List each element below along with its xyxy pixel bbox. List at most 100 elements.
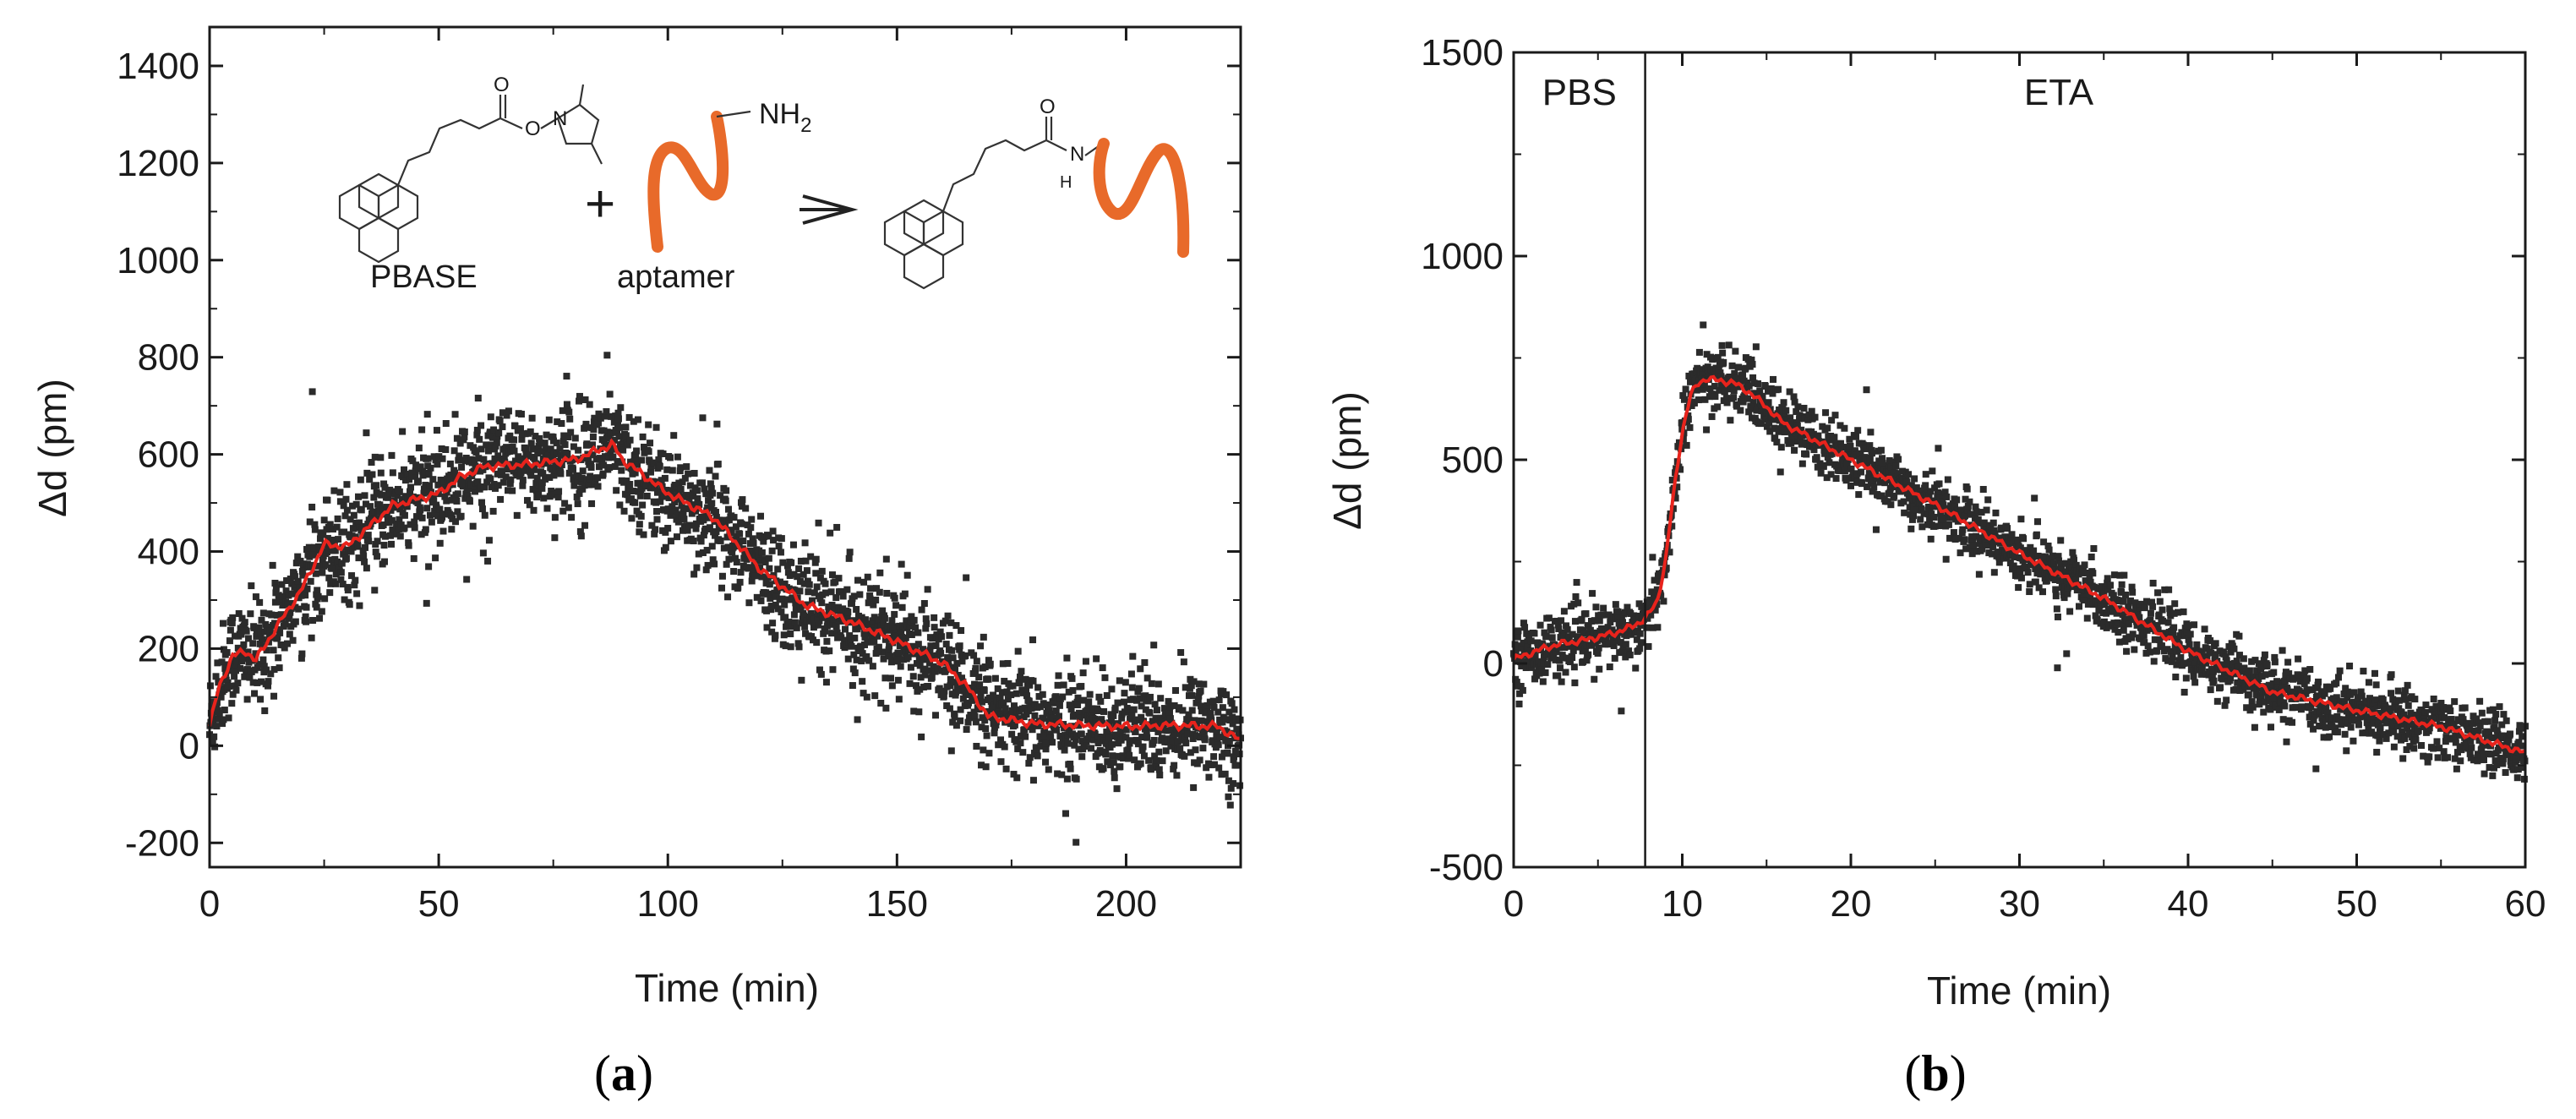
data-point: [1580, 630, 1588, 637]
data-point: [628, 465, 636, 472]
data-point: [732, 523, 740, 531]
data-point: [1970, 542, 1978, 549]
data-point: [1865, 470, 1873, 478]
data-point: [388, 516, 396, 524]
data-point: [1927, 535, 1935, 543]
data-point: [1560, 608, 1568, 615]
data-point: [1138, 734, 1146, 741]
pbase-imide-n-label: N: [553, 107, 567, 130]
data-point: [2457, 757, 2464, 765]
data-point: [252, 650, 259, 658]
data-point: [1853, 470, 1861, 478]
data-point: [259, 656, 267, 663]
data-point: [642, 472, 650, 479]
data-point: [1971, 525, 1978, 532]
data-point: [1151, 752, 1159, 760]
data-point: [645, 448, 652, 456]
data-point: [881, 674, 889, 682]
data-point: [350, 511, 357, 519]
data-point: [396, 488, 403, 495]
data-point: [543, 505, 551, 512]
data-point: [1514, 627, 1522, 635]
data-point: [385, 494, 392, 501]
data-point: [2190, 673, 2197, 680]
data-point: [651, 530, 658, 538]
data-point: [492, 458, 499, 466]
data-point: [1752, 343, 1760, 351]
data-point: [582, 420, 590, 428]
data-point: [765, 554, 772, 562]
data-point: [832, 578, 839, 586]
data-point: [925, 683, 932, 691]
data-point: [411, 524, 418, 532]
data-point: [430, 497, 438, 505]
data-point: [295, 605, 303, 613]
data-point: [925, 667, 933, 674]
data-point: [897, 663, 904, 670]
data-point: [1167, 742, 1175, 750]
data-point: [925, 659, 933, 667]
data-point: [762, 579, 770, 587]
data-point: [650, 459, 658, 467]
data-point: [1119, 733, 1127, 740]
panel-b-x-axis-title: Time (min): [1927, 969, 2111, 1013]
data-point: [794, 640, 802, 647]
data-point: [2412, 736, 2420, 744]
data-point: [2143, 598, 2151, 605]
data-point: [2026, 581, 2033, 588]
data-point: [922, 625, 930, 632]
data-point: [1777, 444, 1785, 451]
data-point: [1684, 412, 1692, 419]
data-point: [769, 620, 777, 627]
data-point: [1196, 756, 1203, 764]
data-point: [289, 636, 297, 644]
data-point: [936, 628, 944, 636]
data-point: [1197, 734, 1204, 741]
data-point: [1162, 747, 1170, 755]
data-point: [1029, 704, 1036, 712]
data-point: [733, 559, 740, 566]
data-point: [2500, 711, 2508, 718]
data-point: [1078, 753, 1086, 761]
data-point: [1000, 699, 1007, 707]
data-point: [1624, 603, 1631, 611]
data-point: [281, 620, 289, 628]
data-point: [2474, 751, 2481, 758]
data-point: [1045, 701, 1052, 709]
data-point: [1111, 767, 1118, 775]
region-label-pbs: PBS: [1542, 72, 1617, 113]
data-point: [1964, 506, 1972, 514]
data-point: [810, 589, 818, 597]
data-point: [1828, 417, 1836, 424]
data-point: [1861, 445, 1869, 453]
data-point: [250, 624, 258, 631]
data-point: [1570, 663, 1578, 671]
data-point: [2270, 669, 2278, 676]
data-point: [2510, 766, 2518, 773]
data-point: [757, 512, 765, 520]
data-point: [1042, 758, 1050, 766]
data-point: [2057, 537, 2065, 544]
data-point: [2246, 667, 2253, 674]
data-point: [787, 643, 794, 651]
data-point: [1907, 525, 1915, 532]
data-point: [2015, 584, 2022, 592]
data-point: [2251, 723, 2258, 731]
data-point: [1095, 693, 1103, 701]
data-point: [778, 609, 785, 616]
data-point: [337, 576, 345, 583]
data-point: [1067, 760, 1074, 767]
data-point: [489, 507, 497, 515]
data-point: [622, 432, 630, 439]
data-point: [958, 674, 966, 682]
x-tick-label: 20: [1831, 883, 1872, 925]
data-point: [1203, 701, 1211, 709]
data-point: [870, 601, 877, 609]
data-point: [529, 485, 537, 493]
data-point: [888, 682, 896, 690]
data-point: [625, 485, 632, 493]
data-point: [567, 428, 575, 436]
data-point: [489, 434, 497, 441]
data-point: [1225, 793, 1232, 800]
data-point: [796, 587, 804, 595]
